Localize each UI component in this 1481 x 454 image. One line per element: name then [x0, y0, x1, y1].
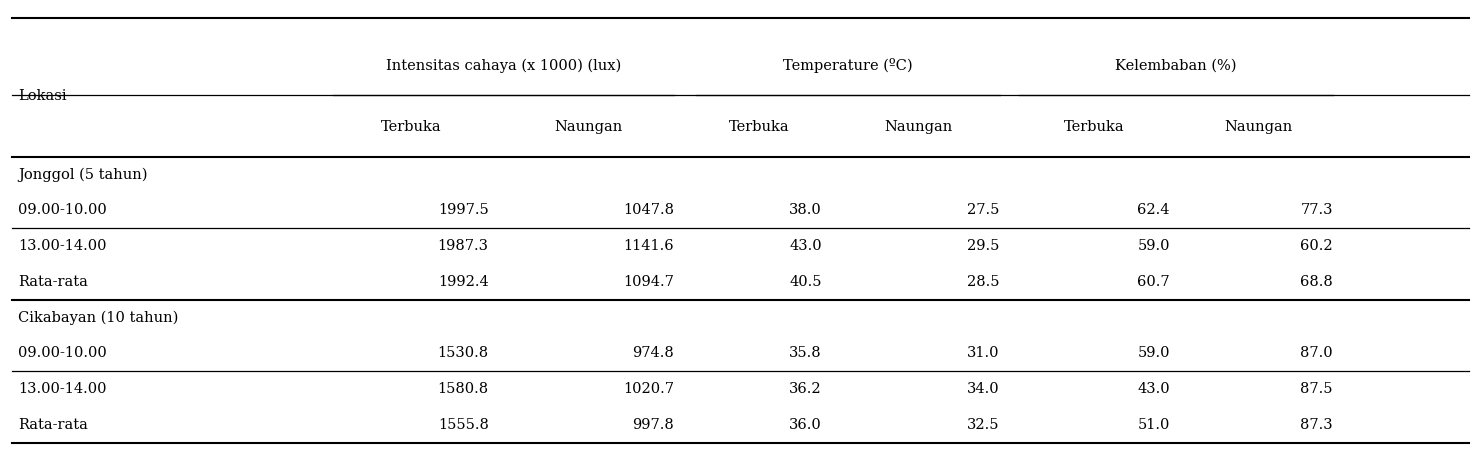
Text: 59.0: 59.0 — [1137, 239, 1170, 253]
Text: 35.8: 35.8 — [789, 346, 822, 360]
Text: 36.2: 36.2 — [789, 382, 822, 396]
Text: 43.0: 43.0 — [1137, 382, 1170, 396]
Text: Naungan: Naungan — [884, 120, 952, 134]
Text: 1020.7: 1020.7 — [624, 382, 674, 396]
Text: 31.0: 31.0 — [967, 346, 1000, 360]
Text: Intensitas cahaya (x 1000) (lux): Intensitas cahaya (x 1000) (lux) — [387, 59, 621, 73]
Text: 1580.8: 1580.8 — [437, 382, 489, 396]
Text: Naungan: Naungan — [1225, 120, 1293, 134]
Text: 87.3: 87.3 — [1300, 418, 1333, 432]
Text: 1094.7: 1094.7 — [624, 275, 674, 289]
Text: Jonggol (5 tahun): Jonggol (5 tahun) — [18, 168, 147, 182]
Text: Naungan: Naungan — [554, 120, 624, 134]
Text: Cikabayan (10 tahun): Cikabayan (10 tahun) — [18, 311, 178, 325]
Text: 87.5: 87.5 — [1300, 382, 1333, 396]
Text: 1047.8: 1047.8 — [624, 203, 674, 217]
Text: 43.0: 43.0 — [789, 239, 822, 253]
Text: 34.0: 34.0 — [967, 382, 1000, 396]
Text: 60.2: 60.2 — [1300, 239, 1333, 253]
Text: Kelembaban (%): Kelembaban (%) — [1115, 59, 1237, 73]
Text: 38.0: 38.0 — [789, 203, 822, 217]
Text: 1141.6: 1141.6 — [624, 239, 674, 253]
Text: 27.5: 27.5 — [967, 203, 1000, 217]
Text: 1530.8: 1530.8 — [437, 346, 489, 360]
Text: 40.5: 40.5 — [789, 275, 822, 289]
Text: Terbuka: Terbuka — [1065, 120, 1124, 134]
Text: 36.0: 36.0 — [789, 418, 822, 432]
Text: 32.5: 32.5 — [967, 418, 1000, 432]
Text: 13.00-14.00: 13.00-14.00 — [18, 382, 107, 396]
Text: 62.4: 62.4 — [1137, 203, 1170, 217]
Text: Terbuka: Terbuka — [729, 120, 789, 134]
Text: Temperature (ºC): Temperature (ºC) — [783, 58, 912, 74]
Text: 1555.8: 1555.8 — [438, 418, 489, 432]
Text: 87.0: 87.0 — [1300, 346, 1333, 360]
Text: Rata-rata: Rata-rata — [18, 418, 87, 432]
Text: 1992.4: 1992.4 — [438, 275, 489, 289]
Text: 1997.5: 1997.5 — [438, 203, 489, 217]
Text: 51.0: 51.0 — [1137, 418, 1170, 432]
Text: 60.7: 60.7 — [1137, 275, 1170, 289]
Text: 1987.3: 1987.3 — [438, 239, 489, 253]
Text: 68.8: 68.8 — [1300, 275, 1333, 289]
Text: 09.00-10.00: 09.00-10.00 — [18, 346, 107, 360]
Text: 997.8: 997.8 — [632, 418, 674, 432]
Text: 974.8: 974.8 — [632, 346, 674, 360]
Text: Lokasi: Lokasi — [18, 89, 67, 104]
Text: 13.00-14.00: 13.00-14.00 — [18, 239, 107, 253]
Text: 77.3: 77.3 — [1300, 203, 1333, 217]
Text: Terbuka: Terbuka — [381, 120, 441, 134]
Text: 29.5: 29.5 — [967, 239, 1000, 253]
Text: 28.5: 28.5 — [967, 275, 1000, 289]
Text: 59.0: 59.0 — [1137, 346, 1170, 360]
Text: Rata-rata: Rata-rata — [18, 275, 87, 289]
Text: 09.00-10.00: 09.00-10.00 — [18, 203, 107, 217]
